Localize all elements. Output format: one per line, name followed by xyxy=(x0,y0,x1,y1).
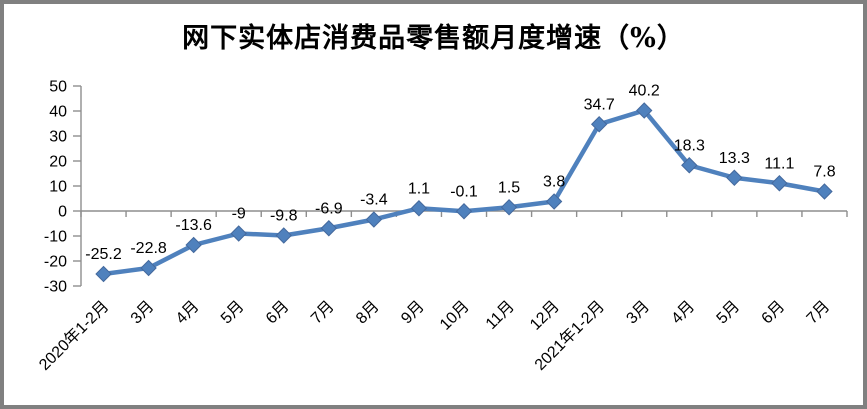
data-label: 40.2 xyxy=(629,83,660,100)
x-tick-label: 5月 xyxy=(218,298,248,328)
data-point-marker xyxy=(500,199,518,216)
data-label: -6.9 xyxy=(315,200,343,217)
y-tick-label: 50 xyxy=(49,79,67,96)
x-tick-label: 4月 xyxy=(668,298,698,328)
x-tick-label: 4月 xyxy=(173,298,203,328)
x-tick-label: 6月 xyxy=(263,298,293,328)
x-tick-label: 7月 xyxy=(308,298,338,328)
x-tick-label: 5月 xyxy=(714,298,744,328)
data-label: 7.8 xyxy=(813,164,835,181)
x-tick-label: 3月 xyxy=(128,298,158,328)
data-point-marker xyxy=(185,236,202,254)
data-label: -22.8 xyxy=(130,240,167,257)
data-point-marker xyxy=(95,265,112,283)
data-label: 18.3 xyxy=(674,137,705,154)
y-tick-label: -10 xyxy=(44,229,67,246)
data-point-marker xyxy=(590,116,608,133)
chart-title: 网下实体店消费品零售额月度增速（%） xyxy=(182,23,685,54)
data-point-marker xyxy=(681,157,698,174)
x-tick-label: 12月 xyxy=(527,298,563,334)
data-label: 11.1 xyxy=(764,155,794,172)
data-label: -9 xyxy=(232,206,246,223)
data-label: 3.8 xyxy=(543,174,565,191)
x-tick-label: 8月 xyxy=(353,298,383,328)
y-tick-label: 20 xyxy=(49,154,67,171)
x-tick-label: 9月 xyxy=(398,298,428,328)
x-tick-label: 2020年1-2月 xyxy=(35,297,112,374)
data-label: -13.6 xyxy=(175,217,212,234)
data-point-marker xyxy=(771,175,788,192)
data-point-marker xyxy=(636,102,653,119)
y-tick-label: 40 xyxy=(49,104,67,121)
y-tick-label: -20 xyxy=(44,254,67,271)
data-point-marker xyxy=(230,225,247,242)
data-label: 1.5 xyxy=(498,179,520,196)
y-tick-label: 0 xyxy=(58,204,67,221)
data-point-marker xyxy=(365,211,383,228)
data-label: -0.1 xyxy=(450,183,478,200)
data-label: -3.4 xyxy=(360,192,388,209)
data-label: -25.2 xyxy=(85,246,122,263)
data-label: 13.3 xyxy=(719,150,750,167)
x-tick-label: 7月 xyxy=(804,298,834,328)
data-point-marker xyxy=(726,169,743,186)
data-point-marker xyxy=(275,227,292,244)
y-tick-label: 30 xyxy=(49,129,67,146)
data-label: 1.1 xyxy=(408,180,430,197)
data-point-marker xyxy=(140,259,157,277)
x-tick-label: 3月 xyxy=(623,298,653,328)
data-label: -9.8 xyxy=(270,208,298,225)
x-tick-label: 11月 xyxy=(483,298,518,333)
x-tick-label: 6月 xyxy=(759,298,789,328)
x-tick-label: 10月 xyxy=(437,298,473,334)
data-point-marker xyxy=(410,200,428,217)
data-point-marker xyxy=(545,193,563,210)
data-point-marker xyxy=(455,203,473,220)
data-point-marker xyxy=(320,220,338,237)
data-point-marker xyxy=(816,183,833,200)
y-tick-label: 10 xyxy=(49,179,67,196)
data-label: 34.7 xyxy=(584,96,615,113)
y-tick-label: -30 xyxy=(44,279,67,296)
